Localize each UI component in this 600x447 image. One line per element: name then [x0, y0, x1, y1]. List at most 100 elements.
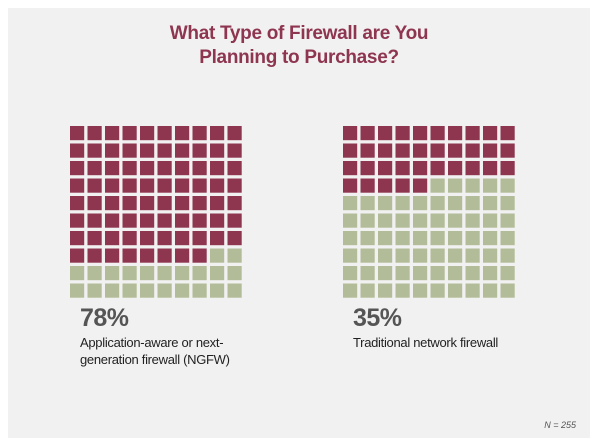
waffle-cell-selected [483, 126, 498, 141]
waffle-cell-remaining [157, 266, 172, 281]
waffle-cell-remaining [448, 231, 463, 246]
waffle-cell-selected [413, 178, 428, 193]
waffle-cell-remaining [360, 196, 375, 211]
waffle-cell-selected [210, 196, 225, 211]
waffle-cell-selected [210, 126, 225, 141]
waffle-cell-selected [70, 248, 85, 263]
waffle-cell-selected [192, 248, 207, 263]
waffle-grid [70, 126, 242, 298]
waffle-cell-selected [105, 178, 120, 193]
waffle-cell-selected [378, 126, 393, 141]
waffle-cell-selected [175, 213, 190, 228]
waffle-cell-remaining [465, 266, 480, 281]
waffle-cell-selected [378, 178, 393, 193]
waffle-cell-remaining [430, 248, 445, 263]
waffle-cell-selected [175, 231, 190, 246]
percent-label-traditional: 35% [353, 304, 402, 332]
waffle-cell-selected [157, 143, 172, 158]
waffle-cell-selected [87, 231, 102, 246]
waffle-cell-remaining [500, 231, 515, 246]
waffle-cell-remaining [413, 231, 428, 246]
waffle-cell-selected [448, 161, 463, 176]
waffle-cell-selected [500, 126, 515, 141]
waffle-cell-selected [192, 126, 207, 141]
waffle-cell-selected [192, 213, 207, 228]
waffle-cell-remaining [413, 283, 428, 298]
waffle-cell-selected [70, 178, 85, 193]
waffle-cell-selected [105, 248, 120, 263]
waffle-cell-selected [175, 196, 190, 211]
waffle-cell-selected [105, 161, 120, 176]
waffle-cell-remaining [122, 283, 137, 298]
waffle-cell-remaining [343, 283, 358, 298]
waffle-cell-remaining [378, 283, 393, 298]
waffle-cell-selected [360, 161, 375, 176]
waffle-cell-remaining [70, 266, 85, 281]
waffle-cell-selected [157, 126, 172, 141]
chart-title-line-1: What Type of Firewall are You [169, 23, 429, 44]
category-label-line: generation firewall (NGFW) [80, 352, 230, 367]
waffle-cell-selected [395, 178, 410, 193]
waffle-cell-remaining [343, 231, 358, 246]
waffle-cell-remaining [448, 178, 463, 193]
waffle-cell-selected [122, 213, 137, 228]
waffle-cell-selected [378, 143, 393, 158]
waffle-cell-selected [192, 178, 207, 193]
waffle-cell-remaining [175, 283, 190, 298]
waffle-cell-selected [157, 161, 172, 176]
waffle-cell-remaining [448, 283, 463, 298]
waffle-cell-selected [157, 248, 172, 263]
waffle-cell-selected [157, 196, 172, 211]
waffle-chart-traditional [343, 126, 515, 298]
waffle-cell-remaining [360, 266, 375, 281]
waffle-cell-selected [122, 231, 137, 246]
waffle-cell-selected [210, 178, 225, 193]
waffle-cell-remaining [500, 213, 515, 228]
waffle-cell-selected [140, 231, 155, 246]
waffle-cell-remaining [465, 178, 480, 193]
waffle-cell-remaining [192, 283, 207, 298]
waffle-cell-remaining [87, 266, 102, 281]
category-label-ngfw: Application-aware or next- generation fi… [80, 334, 280, 368]
waffle-cell-selected [70, 161, 85, 176]
waffle-cell-remaining [343, 248, 358, 263]
waffle-cell-selected [483, 161, 498, 176]
waffle-cell-selected [175, 126, 190, 141]
waffle-cell-remaining [70, 283, 85, 298]
waffle-chart-ngfw [70, 126, 242, 298]
waffle-cell-remaining [448, 196, 463, 211]
waffle-cell-remaining [378, 213, 393, 228]
waffle-cell-remaining [413, 213, 428, 228]
waffle-cell-selected [430, 143, 445, 158]
waffle-cell-remaining [430, 266, 445, 281]
waffle-cell-remaining [413, 266, 428, 281]
waffle-cell-selected [227, 196, 242, 211]
waffle-cell-selected [87, 248, 102, 263]
waffle-cell-remaining [395, 196, 410, 211]
waffle-cell-remaining [395, 266, 410, 281]
waffle-cell-remaining [500, 178, 515, 193]
waffle-cell-remaining [343, 213, 358, 228]
waffle-cell-remaining [430, 196, 445, 211]
waffle-cell-selected [105, 143, 120, 158]
waffle-cell-selected [175, 178, 190, 193]
waffle-cell-selected [343, 178, 358, 193]
category-label-line: Traditional network firewall [353, 335, 499, 350]
waffle-cell-remaining [465, 213, 480, 228]
waffle-cell-selected [122, 143, 137, 158]
chart-card: What Type of Firewall are You Planning t… [8, 8, 590, 438]
waffle-cell-remaining [210, 283, 225, 298]
waffle-cell-selected [70, 196, 85, 211]
waffle-cell-remaining [500, 283, 515, 298]
waffle-cell-remaining [448, 266, 463, 281]
waffle-cell-remaining [192, 266, 207, 281]
waffle-cell-selected [465, 126, 480, 141]
category-label-line: Application-aware or next- [80, 335, 224, 350]
waffle-cell-selected [140, 196, 155, 211]
sample-size-note: N = 255 [544, 420, 576, 430]
waffle-cell-remaining [122, 266, 137, 281]
waffle-cell-remaining [500, 196, 515, 211]
waffle-cell-selected [210, 143, 225, 158]
waffle-cell-selected [192, 196, 207, 211]
waffle-cell-selected [70, 143, 85, 158]
